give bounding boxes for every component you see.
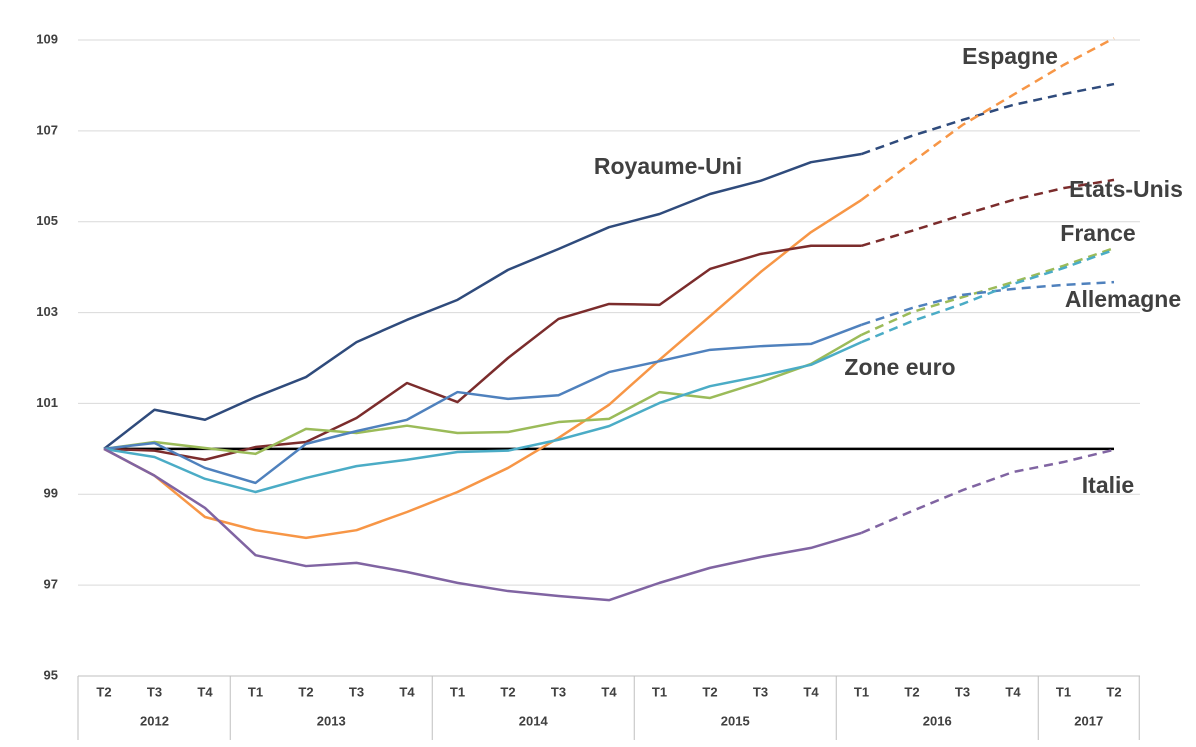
y-tick-label: 99 <box>44 486 58 501</box>
x-tick-label: T3 <box>753 684 768 699</box>
x-tick-label: T3 <box>551 684 566 699</box>
series-label: Allemagne <box>1065 286 1181 312</box>
series-line <box>103 340 863 494</box>
x-group-label: 2017 <box>1074 713 1103 728</box>
x-tick-label: T2 <box>702 684 717 699</box>
y-tick-label: 103 <box>36 304 58 319</box>
forecast-line <box>861 248 1115 344</box>
x-tick-label: T3 <box>349 684 364 699</box>
x-tick-label: T2 <box>904 684 919 699</box>
forecast-line <box>861 178 1115 247</box>
y-tick-label: 101 <box>36 395 58 410</box>
x-tick-label: T4 <box>803 684 819 699</box>
x-tick-label: T1 <box>652 684 667 699</box>
x-tick-label: T1 <box>854 684 869 699</box>
series-label: Espagne <box>962 43 1058 69</box>
x-group-label: 2012 <box>140 713 169 728</box>
x-tick-label: T4 <box>399 684 415 699</box>
y-tick-label: 109 <box>36 31 58 46</box>
x-group-label: 2016 <box>923 713 952 728</box>
series-line <box>103 152 862 450</box>
x-tick-label: T2 <box>298 684 313 699</box>
series-line <box>103 333 863 456</box>
series-line <box>103 244 862 462</box>
x-group-label: 2015 <box>721 713 750 728</box>
y-tick-label: 107 <box>36 122 58 137</box>
x-tick-label: T3 <box>147 684 162 699</box>
series-label: Italie <box>1082 472 1134 498</box>
x-tick-label: T1 <box>1056 684 1071 699</box>
x-tick-label: T3 <box>955 684 970 699</box>
x-tick-label: T4 <box>1005 684 1021 699</box>
series-line <box>103 323 862 485</box>
forecast-line <box>861 280 1115 327</box>
series-label: Zone euro <box>844 354 955 380</box>
x-tick-label: T4 <box>601 684 617 699</box>
series-label: Etats-Unis <box>1069 176 1183 202</box>
x-tick-label: T1 <box>248 684 263 699</box>
series-line <box>103 198 863 540</box>
forecast-line <box>861 448 1115 535</box>
x-tick-label: T2 <box>96 684 111 699</box>
x-group-label: 2014 <box>519 713 549 728</box>
forecast-line <box>860 246 1115 336</box>
series-line <box>103 447 862 602</box>
series-label: France <box>1060 220 1135 246</box>
y-tick-label: 95 <box>44 667 58 682</box>
y-tick-label: 105 <box>36 213 58 228</box>
x-group-label: 2013 <box>317 713 346 728</box>
x-tick-label: T2 <box>1106 684 1121 699</box>
y-tick-label: 97 <box>44 577 58 592</box>
x-tick-label: T2 <box>500 684 515 699</box>
forecast-line <box>861 82 1115 156</box>
x-tick-label: T4 <box>197 684 213 699</box>
series-label: Royaume-Uni <box>594 153 742 179</box>
x-tick-label: T1 <box>450 684 465 699</box>
forecast-line <box>860 37 1115 201</box>
